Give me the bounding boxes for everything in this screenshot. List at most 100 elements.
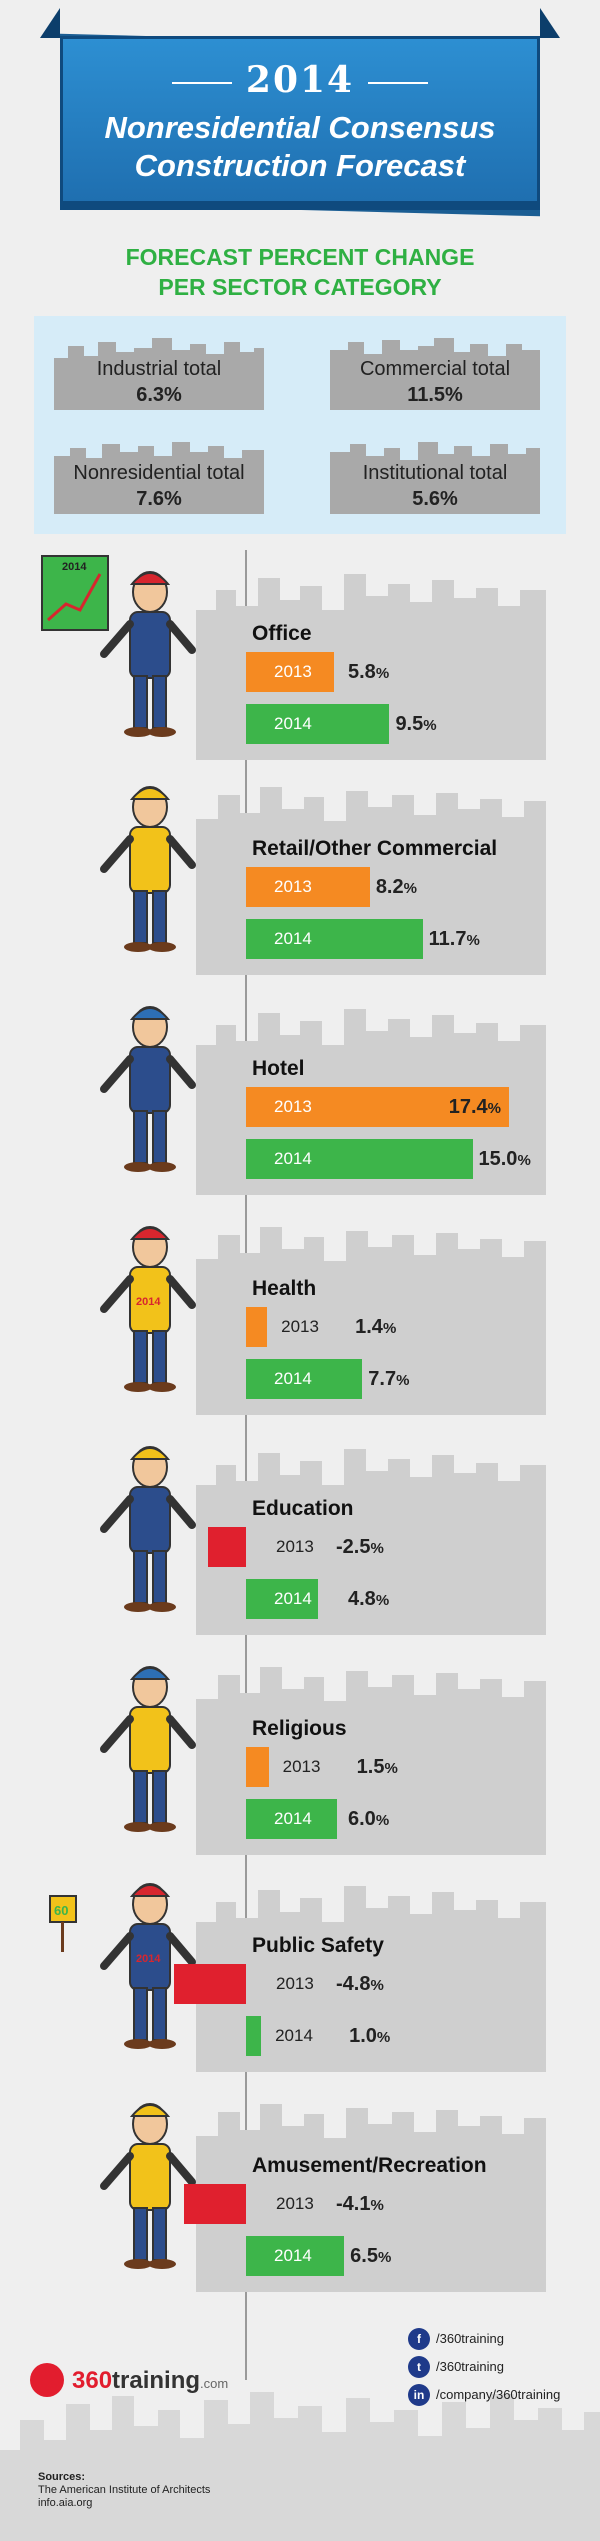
bar-value-label: 5.8%	[348, 661, 390, 683]
bar-value-label: -4.8%	[336, 1973, 384, 1995]
sector-name: Hotel	[252, 1057, 305, 1080]
bar-value-label: 9.5%	[395, 713, 437, 735]
banner-fold-right	[540, 8, 560, 38]
bar-value-label: 15.0%	[478, 1148, 531, 1170]
bar-value-label: 6.0%	[348, 1808, 390, 1830]
bar-2013	[208, 1527, 246, 1567]
bar-year-label: 2014	[274, 1149, 312, 1168]
bar-2013	[246, 652, 334, 692]
worker-illustration-icon: 2014 60	[49, 1883, 196, 2049]
title-line-1: Nonresidential Consensus	[104, 110, 496, 145]
title-line-2: Construction Forecast	[134, 148, 466, 183]
summary-institutional: Institutional total 5.6%	[330, 442, 540, 514]
worker-illustration-icon	[100, 2103, 196, 2269]
svg-text:2014: 2014	[136, 1296, 161, 1308]
bar-value-label: 1.5%	[356, 1756, 398, 1778]
skyline-icon	[330, 442, 540, 514]
bar-year-label: 2014	[274, 2246, 312, 2265]
sector-name: Amusement/Recreation	[252, 2154, 487, 2177]
bar-value-label: 1.4%	[355, 1316, 397, 1338]
bar-2014	[246, 704, 390, 744]
worker-illustration-icon	[100, 1666, 196, 1832]
bar-2013	[184, 2184, 246, 2224]
bar-year-label: 2013	[274, 877, 312, 896]
summary-label: Commercial total	[359, 358, 511, 380]
skyline-icon	[54, 442, 264, 514]
sector-name: Health	[252, 1277, 317, 1300]
sector-row: Education 2013 -2.5% 2014 4.8%	[0, 1425, 600, 1635]
sector-name: Retail/Other Commercial	[252, 837, 498, 860]
bar-2014	[246, 2236, 345, 2276]
sector-skyline-icon	[196, 1886, 546, 2072]
bar-2013	[246, 1087, 509, 1127]
bar-year-label: 2014	[274, 1369, 312, 1388]
bar-year-label: 2014	[274, 714, 312, 733]
zero-axis-line	[245, 550, 247, 2380]
summary-value: 6.3%	[136, 384, 182, 406]
bar-2013	[246, 1747, 269, 1787]
twitter-icon: t	[408, 2356, 430, 2378]
sources-line: info.aia.org	[38, 2497, 93, 2509]
social-handle: /360training	[436, 2331, 504, 2346]
bar-year-label: 2014	[274, 929, 312, 948]
facebook-icon: f	[408, 2328, 430, 2350]
worker-illustration-icon	[100, 1446, 196, 1612]
banner-panel: 2014 Nonresidential Consensus Constructi…	[60, 36, 540, 204]
summary-label: Institutional total	[362, 462, 508, 484]
bar-year-label: 2013	[282, 1757, 321, 1776]
page-title: Nonresidential Consensus Construction Fo…	[63, 109, 537, 185]
summary-label: Nonresidential total	[73, 462, 245, 484]
section-title-line-2: PER SECTOR CATEGORY	[158, 274, 442, 300]
bar-2013	[246, 1307, 268, 1347]
bar-value-label: 6.5%	[350, 2245, 392, 2267]
logo-suffix: .com	[200, 2376, 229, 2391]
summary-value: 7.6%	[136, 488, 182, 510]
bar-year-label: 2013	[276, 2194, 314, 2213]
bar-year-label: 2013	[274, 662, 312, 681]
bar-2014	[246, 1139, 473, 1179]
bar-value-label: 4.8%	[348, 1588, 390, 1610]
sources-title: Sources:	[38, 2471, 86, 2483]
skyline-icon	[330, 338, 540, 410]
skyline-icon	[54, 338, 264, 410]
sector-row: 2014 Health 2013 1.4% 2014 7.7%	[0, 1205, 600, 1415]
sector-name: Office	[252, 622, 312, 645]
worker-illustration-icon: 2014	[41, 555, 196, 737]
summary-nonresidential: Nonresidential total 7.6%	[54, 442, 264, 514]
sector-row: Hotel 2013 17.4% 2014 15.0%	[0, 985, 600, 1195]
bar-2014	[246, 919, 423, 959]
bar-value-label: -4.1%	[336, 2193, 384, 2215]
sources: Sources: The American Institute of Archi…	[38, 2471, 210, 2510]
sector-name: Education	[252, 1497, 354, 1520]
footer-skyline-icon	[0, 2392, 600, 2541]
logo-text: 360training.com	[72, 2367, 228, 2395]
bar-2014	[246, 1579, 319, 1619]
logo-mark-icon	[30, 2363, 64, 2397]
bar-value-label: 8.2%	[375, 876, 417, 898]
bar-value-label: 1.0%	[349, 2025, 391, 2047]
bar-year-label: 2014	[275, 2026, 313, 2045]
sector-row: Amusement/Recreation 2013 -4.1% 2014 6.5%	[0, 2082, 600, 2292]
svg-text:60: 60	[54, 1903, 68, 1918]
logo-main: training	[112, 2367, 201, 2394]
bar-year-label: 2013	[281, 1317, 319, 1336]
bar-value-label: 11.7%	[428, 928, 480, 950]
worker-illustration-icon	[100, 1006, 196, 1172]
sector-row: Religious 2013 1.5% 2014 6.0%	[0, 1645, 600, 1855]
summary-value: 5.6%	[412, 488, 458, 510]
bar-year-label: 2013	[276, 1974, 314, 1993]
summary-commercial: Commercial total 11.5%	[330, 338, 540, 410]
bar-value-label: 7.7%	[368, 1368, 410, 1390]
bar-2013	[173, 1964, 246, 2004]
svg-text:2014: 2014	[136, 1953, 161, 1965]
header-banner: 2014 Nonresidential Consensus Constructi…	[0, 0, 600, 230]
bar-year-label: 2013	[274, 1097, 312, 1116]
section-title-line-1: FORECAST PERCENT CHANGE	[125, 244, 475, 270]
sector-row: 2014 Office 2013 5.8% 2014 9.5%	[0, 550, 600, 760]
bar-value-label: 17.4%	[448, 1096, 502, 1118]
sector-name: Public Safety	[252, 1934, 384, 1957]
bar-2014	[246, 1359, 363, 1399]
social-handle: /company/360training	[436, 2387, 561, 2402]
linkedin-icon: in	[408, 2384, 430, 2406]
bar-2014	[246, 1799, 337, 1839]
